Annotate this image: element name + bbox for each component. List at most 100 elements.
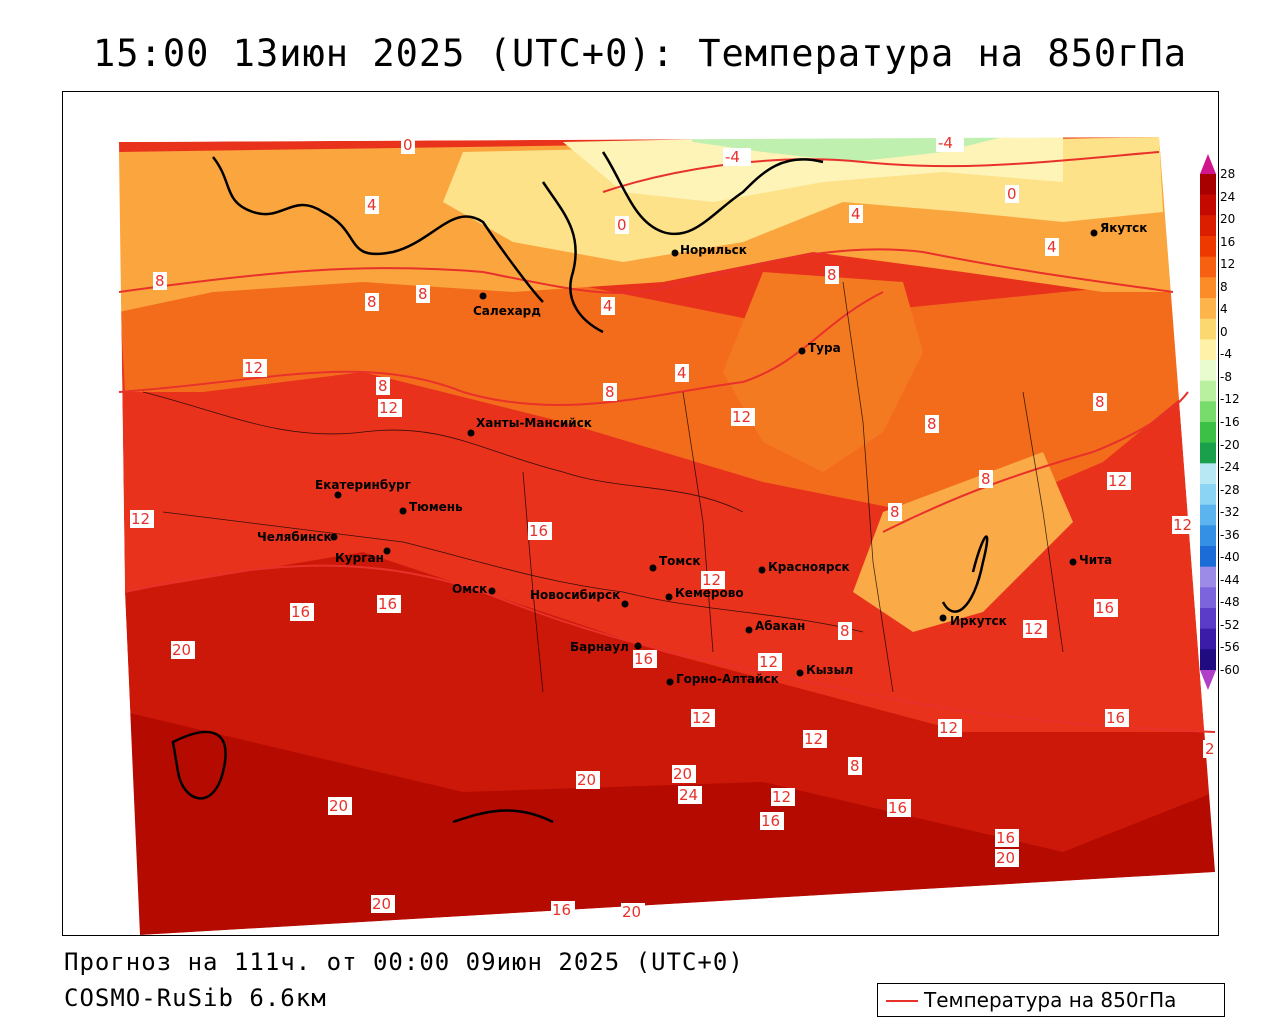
svg-text:12: 12 bbox=[1108, 472, 1127, 490]
colorbar-label: -28 bbox=[1220, 482, 1240, 497]
isoline-label: 8 bbox=[1093, 393, 1107, 411]
colorbar-label: -36 bbox=[1220, 527, 1240, 542]
svg-text:12: 12 bbox=[939, 719, 958, 737]
svg-text:20: 20 bbox=[996, 849, 1015, 867]
svg-text:4: 4 bbox=[367, 196, 377, 214]
colorbar-label: -40 bbox=[1220, 550, 1240, 565]
city-abakan: Абакан bbox=[745, 619, 805, 634]
isoline-label: 8 bbox=[603, 383, 617, 401]
svg-text:8: 8 bbox=[840, 622, 850, 640]
colorbar-bottom-arrow bbox=[1200, 670, 1216, 690]
svg-text:Салехард: Салехард bbox=[473, 304, 541, 318]
isoline-label: 12 bbox=[1023, 620, 1047, 638]
isoline-label: 12 bbox=[378, 399, 402, 417]
svg-text:8: 8 bbox=[378, 377, 388, 395]
svg-text:12: 12 bbox=[702, 571, 721, 589]
svg-text:Якутск: Якутск bbox=[1100, 221, 1147, 235]
colorbar-label: -24 bbox=[1220, 460, 1240, 475]
colorbar-block bbox=[1200, 215, 1216, 237]
svg-text:4: 4 bbox=[851, 205, 861, 223]
colorbar-block bbox=[1200, 546, 1216, 568]
isoline-label: 12 bbox=[1107, 472, 1131, 490]
city-tomsk: Томск bbox=[649, 554, 701, 572]
colorbar-label: -60 bbox=[1220, 663, 1240, 677]
colorbar-label: 28 bbox=[1220, 167, 1236, 181]
colorbar-label: -48 bbox=[1220, 595, 1240, 610]
svg-text:-4: -4 bbox=[725, 148, 740, 166]
colorbar-block bbox=[1200, 525, 1216, 547]
isoline-label: 12 bbox=[691, 709, 715, 727]
svg-text:Ханты-Мансийск: Ханты-Мансийск bbox=[476, 416, 592, 430]
svg-text:12: 12 bbox=[244, 359, 263, 377]
colorbar-blocks bbox=[1200, 174, 1216, 671]
svg-text:12: 12 bbox=[759, 653, 778, 671]
colorbar-block bbox=[1200, 608, 1216, 630]
svg-text:2: 2 bbox=[1205, 740, 1215, 758]
city-kyzyl: Кызыл bbox=[796, 663, 853, 677]
isoline-label: 16 bbox=[290, 603, 314, 621]
colorbar-label: -20 bbox=[1220, 437, 1240, 452]
city-krasnoyarsk: Красноярск bbox=[758, 560, 850, 574]
isoline-label: 20 bbox=[621, 903, 645, 921]
colorbar-block bbox=[1200, 339, 1216, 361]
colorbar-label: 8 bbox=[1220, 279, 1228, 294]
isoline-label: 20 bbox=[328, 797, 352, 815]
city-irkutsk: Иркутск bbox=[939, 614, 1007, 628]
svg-text:16: 16 bbox=[634, 650, 653, 668]
svg-text:8: 8 bbox=[927, 415, 937, 433]
colorbar-block bbox=[1200, 360, 1216, 382]
colorbar-label: -16 bbox=[1220, 415, 1240, 429]
svg-text:Абакан: Абакан bbox=[755, 619, 805, 633]
city-chelyabinsk: Челябинск bbox=[257, 530, 338, 544]
model-info: COSMO-RuSib 6.6км bbox=[64, 984, 327, 1012]
city-chita: Чита bbox=[1069, 553, 1112, 567]
svg-text:8: 8 bbox=[1095, 393, 1105, 411]
isoline-label: 20 bbox=[371, 895, 395, 913]
svg-text:8: 8 bbox=[850, 757, 860, 775]
colorbar-block bbox=[1200, 422, 1216, 444]
forecast-info: Прогноз на 111ч. от 00:00 09июн 2025 (UT… bbox=[64, 948, 744, 976]
isoline-label: 16 bbox=[760, 812, 784, 830]
colorbar-block bbox=[1200, 194, 1216, 216]
isoline-label: 20 bbox=[672, 765, 696, 783]
isoline-label: 2 bbox=[1203, 740, 1217, 758]
isoline-labels: 0 -4 -4 0 4 4 0 4 4 8 8 8 8 4 8 12 8 12 … bbox=[130, 134, 1217, 921]
colorbar-block bbox=[1200, 484, 1216, 506]
svg-text:8: 8 bbox=[418, 285, 428, 303]
isoline-label: 16 bbox=[633, 650, 657, 668]
city-tura: Тура bbox=[798, 341, 841, 355]
colorbar-block bbox=[1200, 401, 1216, 423]
colorbar-block bbox=[1200, 649, 1216, 671]
svg-text:12: 12 bbox=[692, 709, 711, 727]
colorbar-label: -32 bbox=[1220, 505, 1240, 520]
svg-text:16: 16 bbox=[1095, 599, 1114, 617]
isoline-label: 8 bbox=[416, 285, 430, 303]
isoline-label: 12 bbox=[130, 510, 154, 528]
colorbar-block bbox=[1200, 442, 1216, 464]
coastlines bbox=[171, 151, 989, 824]
colorbar-block bbox=[1200, 256, 1216, 278]
svg-text:12: 12 bbox=[379, 399, 398, 417]
svg-text:16: 16 bbox=[888, 799, 907, 817]
colorbar-label: -52 bbox=[1220, 617, 1240, 632]
city-kemerovo: Кемерово bbox=[665, 586, 744, 601]
svg-text:16: 16 bbox=[529, 522, 548, 540]
colorbar-label: 24 bbox=[1220, 189, 1236, 204]
isoline-label: 12 bbox=[803, 730, 827, 748]
svg-text:12: 12 bbox=[804, 730, 823, 748]
isoline-label: 8 bbox=[838, 622, 852, 640]
svg-text:0: 0 bbox=[1007, 185, 1017, 203]
colorbar-block bbox=[1200, 277, 1216, 299]
region-borders bbox=[142, 281, 1064, 693]
isoline-label: 0 bbox=[1005, 185, 1019, 203]
temperature-map: 0 -4 -4 0 4 4 0 4 4 8 8 8 8 4 8 12 8 12 … bbox=[62, 91, 1219, 936]
city-novosibirsk: Новосибирск bbox=[530, 588, 629, 608]
isoline-label: 12 bbox=[701, 571, 725, 589]
svg-text:8: 8 bbox=[981, 470, 991, 488]
svg-text:Тюмень: Тюмень bbox=[409, 500, 463, 514]
svg-text:0: 0 bbox=[617, 216, 627, 234]
svg-text:8: 8 bbox=[827, 266, 837, 284]
colorbar-label: -4 bbox=[1220, 347, 1232, 362]
isoline-label: 16 bbox=[887, 799, 911, 817]
colorbar-block bbox=[1200, 587, 1216, 609]
